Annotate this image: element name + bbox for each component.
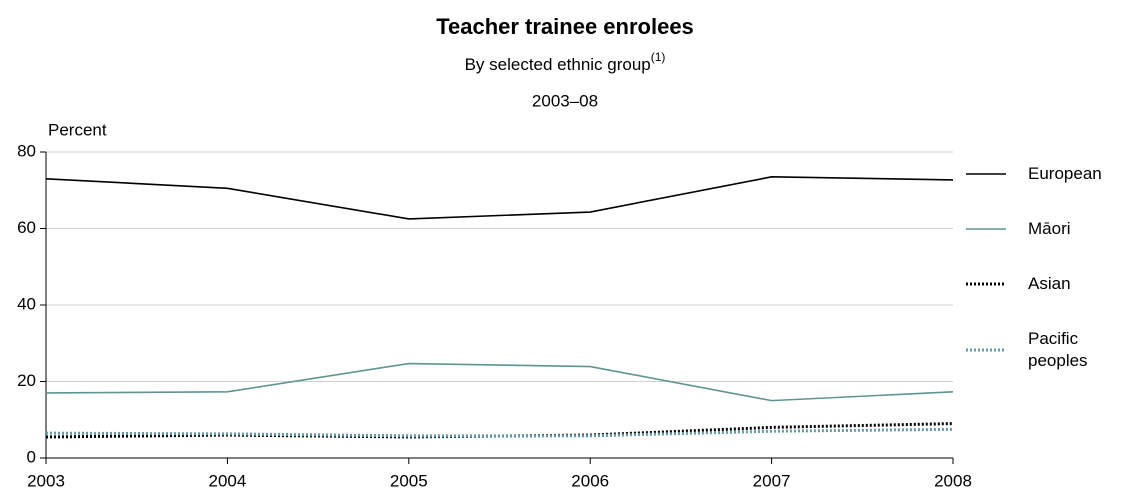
series-line — [45, 362, 954, 402]
chart-title: Teacher trainee enrolees — [436, 14, 694, 39]
legend-label: Māori — [1028, 219, 1071, 238]
y-tick-label: 20 — [17, 371, 36, 390]
legend-swatch-box — [966, 228, 1006, 230]
x-tick-label: 2008 — [934, 471, 972, 490]
x-tick-label: 2004 — [208, 471, 246, 490]
series-line — [45, 176, 954, 220]
legend-item: Pacific peoples — [966, 328, 1118, 372]
chart-subtitle: By selected ethnic group(1) — [465, 50, 666, 74]
subtitle-text: By selected ethnic group — [465, 55, 651, 74]
legend-item: Asian — [966, 262, 1118, 306]
subtitle-note: (1) — [651, 50, 666, 64]
y-tick-label: 80 — [17, 141, 36, 160]
legend-label: Asian — [1028, 274, 1071, 293]
legend-label: Pacific peoples — [1028, 329, 1088, 370]
y-tick-label: 60 — [17, 218, 36, 237]
series-line — [45, 427, 954, 438]
legend-swatch-box — [966, 348, 1006, 352]
y-axis-label: Percent — [48, 120, 107, 139]
chart-period: 2003–08 — [532, 91, 598, 110]
legend-swatch-box — [966, 173, 1006, 175]
legend-swatch-box — [966, 282, 1006, 286]
legend-item: European — [966, 152, 1118, 196]
legend-item: Māori — [966, 207, 1118, 251]
x-tick-label: 2003 — [27, 471, 65, 490]
y-tick-label: 0 — [27, 447, 36, 466]
x-tick-label: 2007 — [753, 471, 791, 490]
y-tick-label: 40 — [17, 294, 36, 313]
x-tick-label: 2005 — [390, 471, 428, 490]
legend-label: European — [1028, 164, 1102, 183]
x-tick-label: 2006 — [571, 471, 609, 490]
